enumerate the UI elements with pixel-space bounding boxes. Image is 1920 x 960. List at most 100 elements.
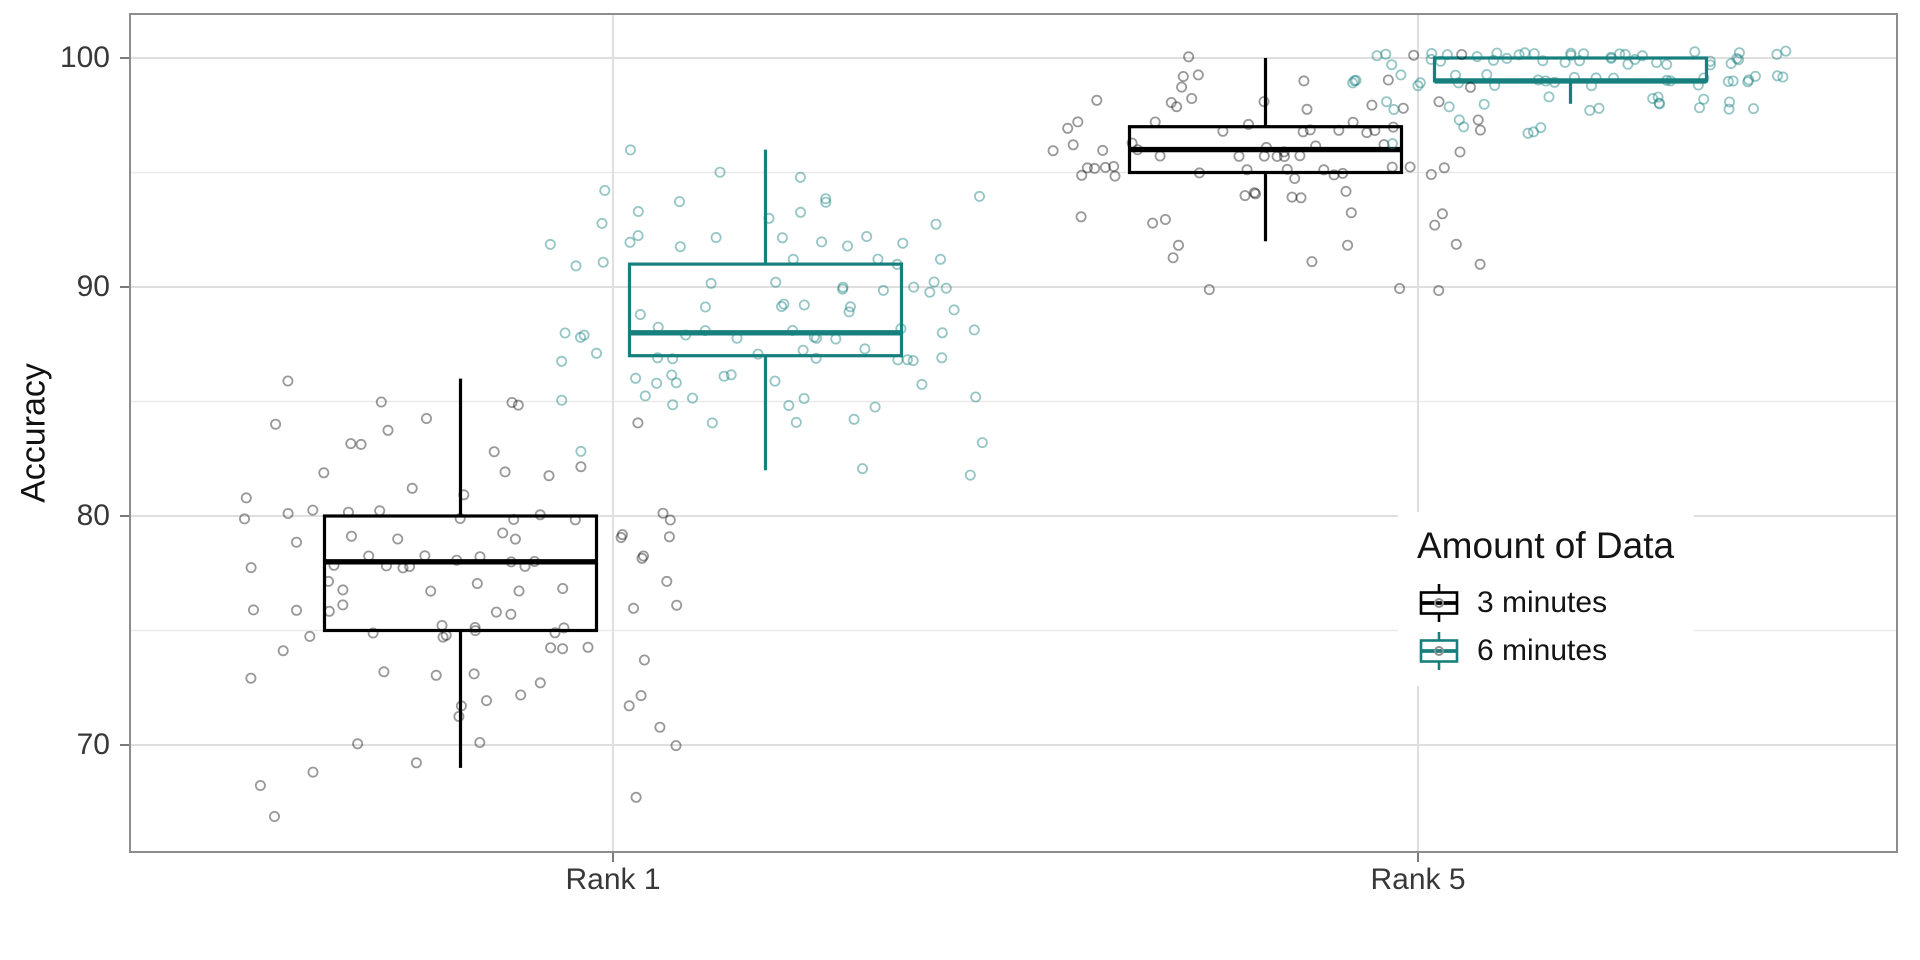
jitter-point: [1458, 121, 1470, 133]
jitter-point: [1733, 54, 1745, 66]
jitter-point: [624, 236, 636, 248]
jitter-point: [410, 757, 422, 769]
jitter-point: [936, 352, 948, 364]
jitter-point: [1465, 81, 1477, 93]
jitter-point: [1278, 146, 1290, 158]
jitter-point: [1743, 74, 1755, 86]
jitter-point: [652, 352, 664, 364]
jitter-point: [891, 258, 903, 270]
jitter-point: [337, 599, 349, 611]
jitter-point: [596, 217, 608, 229]
jitter-point: [699, 301, 711, 313]
jitter-point: [859, 343, 871, 355]
jitter-point: [549, 627, 561, 639]
jitter-point: [1438, 162, 1450, 174]
jitter-point: [1619, 48, 1631, 60]
jitter-point: [1099, 161, 1111, 173]
jitter-point: [1258, 150, 1270, 162]
jitter-point: [1488, 54, 1500, 66]
jitter-point: [247, 604, 259, 616]
jitter-point: [1397, 102, 1409, 114]
jitter-point: [1453, 77, 1465, 89]
jitter-point: [1725, 58, 1737, 70]
jitter-point: [268, 811, 280, 823]
jitter-point: [380, 560, 392, 572]
jitter-point: [848, 413, 860, 425]
y-axis-title: Accuracy: [14, 363, 53, 503]
jitter-point: [440, 629, 452, 641]
jitter-point: [245, 562, 257, 574]
jitter-point: [1608, 72, 1620, 84]
jitter-point: [1167, 252, 1179, 264]
jitter-point: [1692, 79, 1704, 91]
jitter-point: [282, 375, 294, 387]
jitter-point: [1622, 58, 1634, 70]
box-rank-1-3-minutes: [322, 514, 599, 633]
jitter-point: [1426, 48, 1438, 60]
jitter-point: [1435, 55, 1447, 67]
jitter-point: [710, 231, 722, 243]
jitter-point: [282, 507, 294, 519]
jitter-point: [908, 281, 920, 293]
jitter-point: [877, 284, 889, 296]
jitter-point: [1159, 213, 1171, 225]
jitter-point: [578, 329, 590, 341]
jitter-point: [861, 230, 873, 242]
jitter-point: [1724, 96, 1736, 108]
jitter-point: [1528, 126, 1540, 138]
jitter-point: [1535, 122, 1547, 134]
jitter-point: [1183, 51, 1195, 63]
jitter-point: [1297, 126, 1309, 138]
jitter-point: [1192, 69, 1204, 81]
jitter-point: [497, 527, 509, 539]
y-tick-label-80: 80: [76, 499, 110, 532]
jitter-point: [1310, 140, 1322, 152]
jitter-point: [474, 737, 486, 749]
jitter-point: [844, 301, 856, 313]
jitter-point: [469, 625, 481, 637]
x-tick-label-rank5: Rank 5: [1370, 863, 1466, 896]
jitter-point: [1578, 48, 1590, 60]
jitter-point: [705, 277, 717, 289]
jitter-point: [820, 193, 832, 205]
jitter-point: [1337, 167, 1349, 179]
jitter-point: [797, 344, 809, 356]
jitter-point: [534, 677, 546, 689]
jitter-point: [1281, 163, 1293, 175]
jitter-point: [1333, 124, 1345, 136]
jitter-point: [1489, 80, 1501, 92]
jitter-point: [569, 514, 581, 526]
jitter-point: [352, 738, 364, 750]
jitter-point: [1540, 75, 1552, 87]
jitter-point: [1593, 102, 1605, 114]
jitter-point: [1780, 45, 1792, 57]
jitter-point: [1441, 49, 1453, 61]
jitter-point: [1132, 144, 1144, 156]
jitter-point: [582, 641, 594, 653]
jitter-point: [1453, 114, 1465, 126]
jitter-point: [544, 238, 556, 250]
jitter-point: [515, 689, 527, 701]
jitter-point: [1217, 125, 1229, 137]
jitter-point: [634, 308, 646, 320]
jitter-point: [557, 643, 569, 655]
jitter-point: [897, 237, 909, 249]
jitter-point: [1456, 49, 1468, 61]
jitter-point: [469, 622, 481, 634]
legend-entry-label: 3 minutes: [1477, 586, 1608, 619]
jitter-point: [869, 401, 881, 413]
jitter-point: [458, 489, 470, 501]
jitter-point: [725, 369, 737, 381]
jitter-point: [245, 672, 257, 684]
jitter-point: [1386, 59, 1398, 71]
jitter-point: [1651, 57, 1663, 69]
jitter-point: [636, 552, 648, 564]
jitter-point: [798, 299, 810, 311]
jitter-point: [1605, 52, 1617, 64]
jitter-point: [763, 212, 775, 224]
jitter-point: [968, 324, 980, 336]
jitter-point: [1481, 69, 1493, 81]
jitter-point: [1698, 72, 1710, 84]
